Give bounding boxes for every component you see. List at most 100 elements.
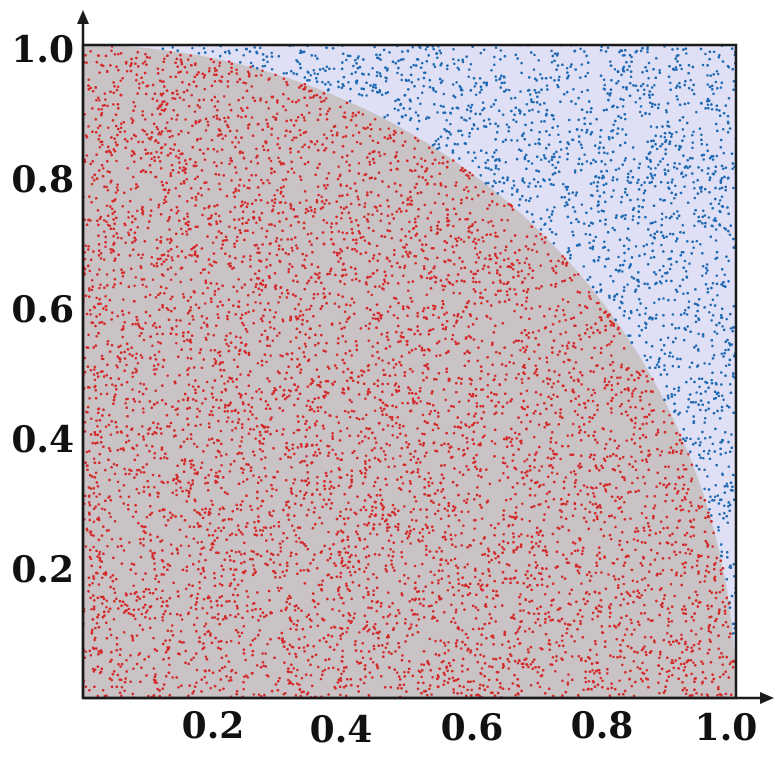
outside-point xyxy=(717,525,720,529)
outside-point xyxy=(611,176,615,179)
outside-point xyxy=(629,75,633,78)
outside-point xyxy=(673,393,677,397)
inside-point xyxy=(403,505,406,508)
inside-point xyxy=(316,185,320,188)
inside-point xyxy=(629,490,632,494)
outside-point xyxy=(534,91,538,95)
inside-point xyxy=(260,391,263,394)
inside-point xyxy=(130,137,133,141)
outside-point xyxy=(503,81,506,84)
outside-point xyxy=(732,186,735,190)
outside-point xyxy=(394,61,397,65)
outside-point xyxy=(689,377,693,380)
outside-point xyxy=(618,238,622,242)
inside-point xyxy=(476,359,480,362)
outside-point xyxy=(337,85,340,89)
inside-point xyxy=(661,568,665,572)
outside-point xyxy=(394,99,397,103)
inside-point xyxy=(501,412,504,415)
outside-point xyxy=(692,130,695,134)
inside-point xyxy=(254,437,257,440)
inside-point xyxy=(159,596,163,600)
outside-point xyxy=(453,142,457,146)
outside-point xyxy=(659,135,663,138)
inside-point xyxy=(687,452,690,456)
outside-point xyxy=(590,131,594,134)
inside-point xyxy=(401,482,405,485)
outside-point xyxy=(493,55,496,59)
inside-point xyxy=(690,525,693,529)
inside-point xyxy=(493,412,496,416)
outside-point xyxy=(679,145,683,148)
outside-point xyxy=(696,309,699,313)
outside-point xyxy=(519,149,523,152)
inside-point xyxy=(339,105,342,109)
outside-point xyxy=(566,76,569,79)
outside-point xyxy=(727,501,730,504)
inside-point xyxy=(148,591,152,595)
inside-point xyxy=(431,676,434,679)
inside-point xyxy=(174,273,177,276)
inside-point xyxy=(267,107,270,110)
outside-point xyxy=(668,354,671,358)
outside-point xyxy=(427,54,430,57)
inside-point xyxy=(408,220,411,224)
inside-point xyxy=(123,467,126,471)
inside-point xyxy=(391,433,394,437)
inside-point xyxy=(551,449,555,453)
outside-point xyxy=(378,90,382,94)
outside-point xyxy=(706,269,709,272)
inside-point xyxy=(284,108,288,112)
inside-point xyxy=(110,49,113,52)
outside-point xyxy=(674,144,678,148)
outside-point xyxy=(620,215,623,219)
inside-point xyxy=(698,580,702,584)
inside-point xyxy=(442,641,446,645)
inside-point xyxy=(527,665,530,669)
outside-point xyxy=(654,76,658,79)
inside-point xyxy=(288,394,291,398)
outside-point xyxy=(401,58,405,61)
outside-point xyxy=(662,264,665,268)
inside-point xyxy=(682,483,686,487)
outside-point xyxy=(218,54,222,58)
outside-point xyxy=(385,77,388,80)
inside-point xyxy=(136,361,140,365)
inside-point xyxy=(340,556,344,560)
outside-point xyxy=(573,169,577,172)
inside-point xyxy=(571,514,575,518)
inside-point xyxy=(316,475,319,479)
inside-point xyxy=(339,510,342,513)
inside-point xyxy=(383,280,387,284)
inside-point xyxy=(196,592,200,596)
outside-point xyxy=(654,134,657,137)
inside-point xyxy=(422,663,426,666)
inside-point xyxy=(606,672,609,675)
outside-point xyxy=(725,515,729,518)
outside-point xyxy=(694,441,697,445)
outside-point xyxy=(637,178,640,182)
inside-point xyxy=(653,640,656,644)
outside-point xyxy=(563,195,566,199)
inside-point xyxy=(138,400,141,404)
outside-point xyxy=(627,247,630,251)
inside-point xyxy=(199,137,202,141)
inside-point xyxy=(100,357,104,360)
inside-point xyxy=(299,156,303,160)
outside-point xyxy=(478,77,482,80)
inside-point xyxy=(422,353,426,357)
inside-point xyxy=(118,130,122,134)
inside-point xyxy=(446,589,450,592)
outside-point xyxy=(340,86,344,89)
inside-point xyxy=(506,293,509,297)
inside-point xyxy=(394,382,398,385)
outside-point xyxy=(686,201,690,204)
outside-point xyxy=(637,210,640,213)
inside-point xyxy=(216,150,219,153)
outside-point xyxy=(433,102,436,106)
inside-point xyxy=(224,134,227,137)
inside-point xyxy=(387,127,390,130)
outside-point xyxy=(566,152,570,156)
outside-point xyxy=(718,224,722,227)
outside-point xyxy=(643,189,647,192)
